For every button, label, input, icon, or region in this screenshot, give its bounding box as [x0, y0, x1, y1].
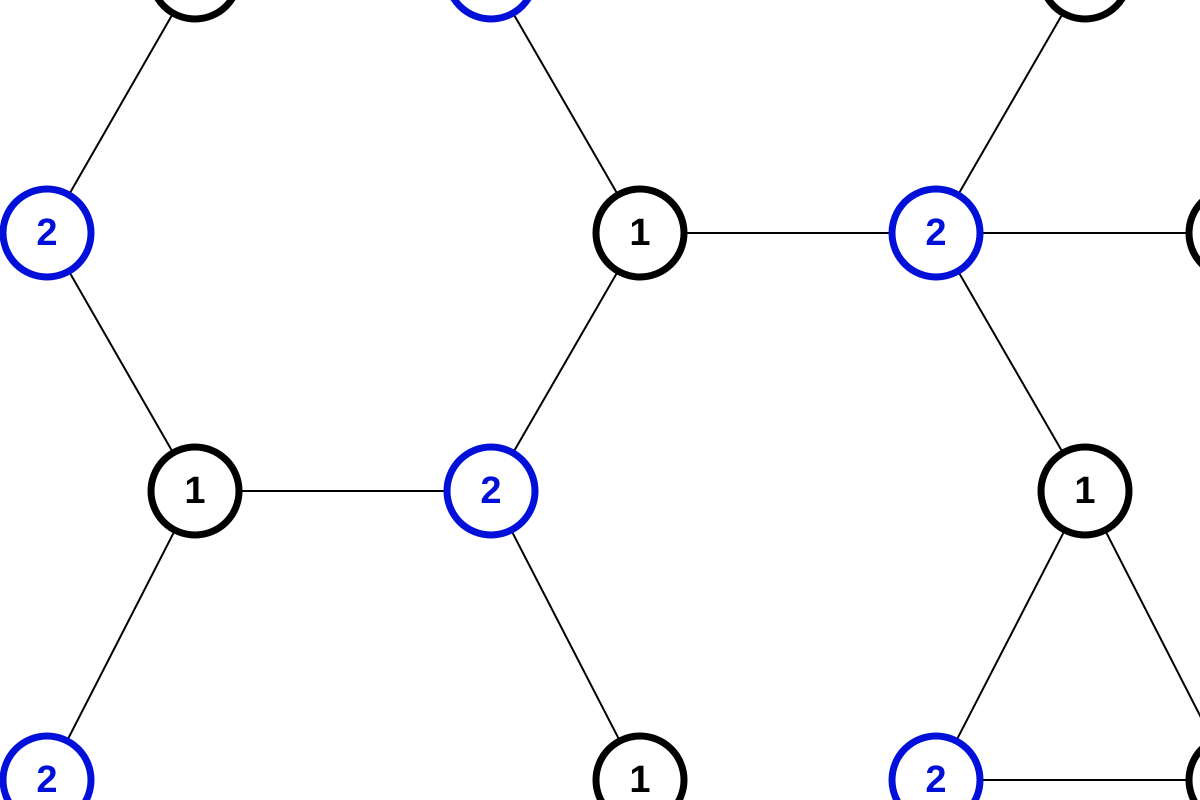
edge [960, 274, 1061, 450]
lattice-node: 1 [1189, 189, 1200, 277]
node-label: 2 [925, 759, 946, 800]
lattice-node: 2 [892, 189, 980, 277]
edge [960, 16, 1061, 192]
lattice-node: 2 [3, 189, 91, 277]
lattice-node: 1 [596, 189, 684, 277]
edge [1107, 533, 1200, 737]
lattice-node: 1 [151, 0, 239, 19]
lattice-node: 1 [1189, 736, 1200, 800]
node-ring [1189, 189, 1200, 277]
edge [958, 533, 1063, 738]
edge [71, 274, 172, 450]
lattice-node: 2 [3, 736, 91, 800]
lattice-node: 2 [447, 447, 535, 535]
edge [515, 274, 616, 450]
edges-layer [69, 16, 1200, 780]
lattice-node: 2 [447, 0, 535, 19]
node-label: 2 [36, 759, 57, 800]
edge [515, 16, 616, 192]
lattice-node: 1 [1041, 447, 1129, 535]
edge [513, 533, 618, 738]
node-label: 2 [925, 212, 946, 254]
node-ring [151, 0, 239, 19]
node-label: 2 [480, 470, 501, 512]
nodes-layer: 1 2 1 2 1 2 1 2 1 2 1 2 1 1 [3, 0, 1200, 800]
node-label: 1 [629, 759, 650, 800]
node-label: 1 [184, 470, 205, 512]
lattice-node: 1 [1041, 0, 1129, 19]
lattice-node: 2 [892, 736, 980, 800]
lattice-node: 1 [596, 736, 684, 800]
edge [71, 16, 172, 192]
node-ring [1041, 0, 1129, 19]
node-label: 1 [1074, 470, 1095, 512]
node-label: 2 [36, 212, 57, 254]
hex-lattice-diagram: 1 2 1 2 1 2 1 2 1 2 1 2 1 1 [0, 0, 1200, 800]
lattice-node: 1 [151, 447, 239, 535]
node-label: 1 [629, 212, 650, 254]
edge [69, 533, 174, 737]
node-ring [1189, 736, 1200, 800]
node-ring [447, 0, 535, 19]
